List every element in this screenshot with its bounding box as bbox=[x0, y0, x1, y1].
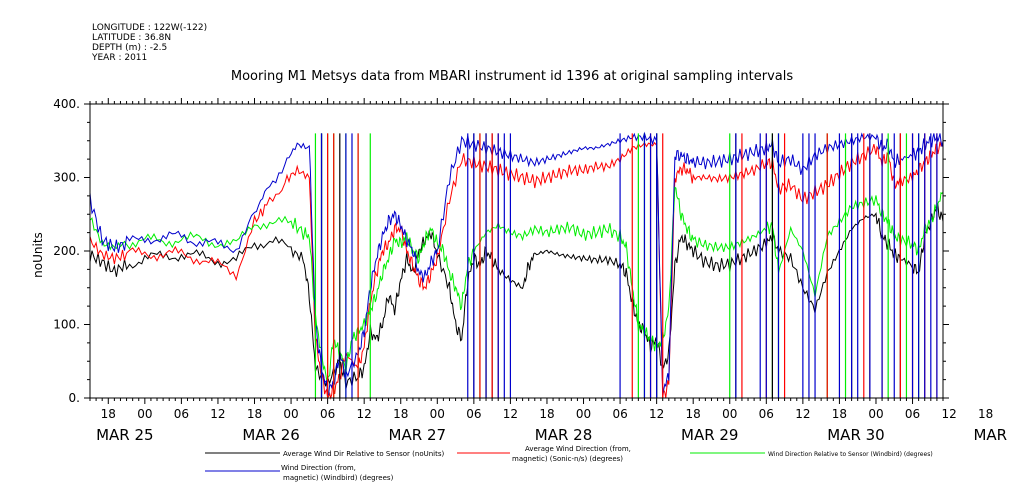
x-hour-label: 00 bbox=[137, 407, 152, 421]
plot-frame bbox=[89, 103, 944, 399]
chart-title: Mooring M1 Metsys data from MBARI instru… bbox=[231, 69, 793, 84]
x-hour-label: 18 bbox=[539, 407, 554, 421]
x-day-label: MAR 25 bbox=[96, 426, 153, 444]
x-hour-label: 12 bbox=[210, 407, 225, 421]
legend-label-3b: magnetic) (Windbird) (degrees) bbox=[283, 474, 394, 482]
metadata-block: LONGITUDE : 122W(-122) LATITUDE : 36.8N … bbox=[91, 23, 207, 63]
x-hour-label: 12 bbox=[357, 407, 372, 421]
y-axis-label: noUnits bbox=[31, 232, 45, 278]
x-hour-label: 12 bbox=[649, 407, 664, 421]
series-line-2 bbox=[89, 186, 944, 381]
y-tick-label: 300. bbox=[53, 171, 80, 185]
meta-line-longitude: LONGITUDE : 122W(-122) bbox=[92, 23, 207, 33]
x-hour-label: 00 bbox=[868, 407, 883, 421]
x-hour-label: 18 bbox=[686, 407, 701, 421]
x-hour-label: 00 bbox=[722, 407, 737, 421]
legend-label-0: Average Wind Dir Relative to Sensor (noU… bbox=[283, 450, 444, 458]
meta-line-year: YEAR : 2011 bbox=[91, 53, 147, 63]
x-hour-label: 12 bbox=[795, 407, 810, 421]
x-day-label: MAR 27 bbox=[389, 426, 446, 444]
x-hour-label: 12 bbox=[941, 407, 956, 421]
x-hour-label: 06 bbox=[320, 407, 335, 421]
x-hour-label: 00 bbox=[576, 407, 591, 421]
x-hour-label: 18 bbox=[101, 407, 116, 421]
x-hour-label: 06 bbox=[905, 407, 920, 421]
y-tick-label: 400. bbox=[53, 97, 80, 111]
legend-label-3a: Wind Direction (from, bbox=[281, 464, 356, 472]
y-tick-label: 100. bbox=[53, 318, 80, 332]
legend: Average Wind Dir Relative to Sensor (noU… bbox=[205, 445, 933, 482]
y-axis-ticks: 0. 100. 200. 300. 400. bbox=[53, 97, 949, 405]
x-hour-label: 18 bbox=[393, 407, 408, 421]
x-hour-label: 12 bbox=[503, 407, 518, 421]
legend-label-1b: magnetic) (Sonic-n/s) (degrees) bbox=[512, 455, 623, 463]
x-day-label: MAR 31 bbox=[973, 426, 1009, 444]
x-hour-label: 18 bbox=[247, 407, 262, 421]
x-day-label: MAR 28 bbox=[535, 426, 592, 444]
x-hour-label: 00 bbox=[430, 407, 445, 421]
x-axis-ticks: 18 00 06 12 18 00 06 12 18 00 06 12 18 00 06 12 18 00 06 12… bbox=[89, 98, 1009, 444]
meta-line-latitude: LATITUDE : 36.8N bbox=[92, 33, 171, 43]
x-hour-label: 00 bbox=[283, 407, 298, 421]
x-day-label: MAR 26 bbox=[242, 426, 299, 444]
x-hour-label: 06 bbox=[174, 407, 189, 421]
x-day-label: MAR 29 bbox=[681, 426, 738, 444]
legend-label-1a: Average Wind Direction (from, bbox=[525, 445, 631, 453]
y-tick-label: 0. bbox=[69, 391, 80, 405]
plot-series bbox=[89, 131, 944, 400]
x-hour-label: 18 bbox=[832, 407, 847, 421]
x-day-label: MAR 30 bbox=[827, 426, 884, 444]
legend-label-2: Wind Direction Relative to Sensor (Windb… bbox=[768, 451, 933, 458]
x-hour-label: 18 bbox=[978, 407, 993, 421]
y-tick-label: 200. bbox=[53, 244, 80, 258]
x-hour-label: 06 bbox=[612, 407, 627, 421]
meta-line-depth: DEPTH (m) : -2.5 bbox=[92, 43, 167, 53]
x-hour-label: 06 bbox=[466, 407, 481, 421]
x-hour-label: 06 bbox=[759, 407, 774, 421]
